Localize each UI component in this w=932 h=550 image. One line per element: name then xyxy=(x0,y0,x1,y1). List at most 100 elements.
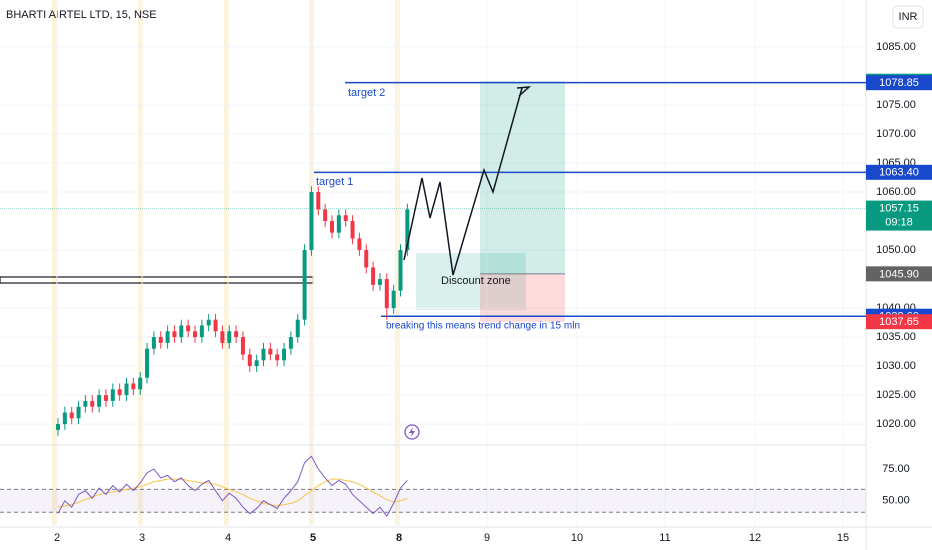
y-tick-label: 1025.00 xyxy=(876,389,916,401)
annotation: target 2 xyxy=(348,87,385,99)
candle-body xyxy=(316,192,321,210)
candle-body xyxy=(165,331,170,343)
candle-body xyxy=(151,337,156,349)
candle-body xyxy=(268,348,273,355)
candle-body xyxy=(405,209,410,251)
x-tick-label: 10 xyxy=(571,532,583,544)
price-tag-label: 1057.15 xyxy=(879,202,919,214)
candle-body xyxy=(330,221,334,233)
rsi-tick-label: 50.00 xyxy=(882,495,910,507)
candle-body xyxy=(384,279,389,309)
symbol-title: BHARTI AIRTEL LTD, 15, NSE xyxy=(6,9,157,21)
candle-body xyxy=(364,250,369,268)
candle-body xyxy=(309,192,314,251)
rsi-line xyxy=(57,455,408,518)
price-tag-label: 1078.85 xyxy=(879,77,919,89)
candle-body xyxy=(357,238,362,251)
price-tag-label: 1063.40 xyxy=(879,167,919,179)
candle-body xyxy=(97,395,102,407)
chart-layer xyxy=(0,46,866,518)
candle-body xyxy=(275,354,280,361)
price-tag xyxy=(866,164,932,180)
candle-body xyxy=(247,354,252,367)
y-tick-label: 1060.00 xyxy=(876,186,916,198)
price-tag xyxy=(866,75,932,91)
candle-body xyxy=(145,348,150,378)
candle-body xyxy=(288,337,293,349)
projection-path xyxy=(403,87,523,276)
candle-body xyxy=(227,331,232,343)
price-tag xyxy=(866,200,932,231)
price-tag-label: 1037.65 xyxy=(879,316,919,328)
candle-body xyxy=(124,383,129,396)
candle-body xyxy=(103,395,108,401)
candle-body xyxy=(131,383,136,390)
candle-body xyxy=(282,348,287,361)
candle-body xyxy=(206,319,211,326)
x-tick-label: 12 xyxy=(749,532,761,544)
candle-body xyxy=(240,337,245,355)
candle-body xyxy=(371,267,376,285)
candle-body xyxy=(261,348,266,361)
candle-body xyxy=(336,215,341,233)
y-tick-label: 1070.00 xyxy=(876,128,916,140)
y-tick-label: 1085.00 xyxy=(876,41,916,53)
currency[interactable]: INR xyxy=(899,11,918,23)
candle-body xyxy=(254,360,259,367)
candle-body xyxy=(90,400,95,407)
y-tick-label: 1020.00 xyxy=(876,418,916,430)
arrow-head xyxy=(516,86,532,97)
candle-body xyxy=(391,290,396,309)
x-tick-label: 3 xyxy=(139,532,145,544)
profit-zone xyxy=(480,81,565,274)
candle-body xyxy=(193,331,197,338)
y-tick-label: 1050.00 xyxy=(876,244,916,256)
x-tick-label: 2 xyxy=(54,532,60,544)
candle-body xyxy=(295,319,300,338)
candle-body xyxy=(234,331,239,338)
x-tick-label: 5 xyxy=(310,532,316,544)
candle-body xyxy=(199,325,204,338)
candle-body xyxy=(138,377,143,390)
candle-body xyxy=(186,325,191,332)
y-tick-label: 1075.00 xyxy=(876,99,916,111)
x-tick-label: 4 xyxy=(225,532,231,544)
candle-body xyxy=(117,389,122,396)
session-break xyxy=(224,0,229,525)
candle-body xyxy=(213,319,218,332)
price-tag xyxy=(866,314,932,330)
rsi-tick-label: 75.00 xyxy=(882,463,910,475)
candle-body xyxy=(62,412,67,425)
annotation: breaking this means trend change in 15 m… xyxy=(386,321,580,332)
price-tag-label: 1045.90 xyxy=(879,268,919,280)
session-break xyxy=(309,0,314,525)
rsi-band xyxy=(0,489,866,513)
candle-body xyxy=(69,412,74,419)
candle-body xyxy=(398,250,403,291)
candle-body xyxy=(350,221,355,239)
price-tag xyxy=(866,266,932,282)
candle-body xyxy=(377,279,382,285)
session-breaks xyxy=(52,0,400,525)
y-tick-label: 1035.00 xyxy=(876,331,916,343)
session-break xyxy=(138,0,143,525)
event-bolt xyxy=(409,427,415,437)
annotation: Discount zone xyxy=(441,275,511,287)
currency-button[interactable] xyxy=(892,5,924,29)
candle-body xyxy=(56,424,60,430)
candle-body xyxy=(76,406,81,419)
candle-body xyxy=(220,331,225,343)
session-break xyxy=(52,0,57,525)
candle-body xyxy=(323,209,328,222)
candle-body xyxy=(302,250,307,320)
x-tick-label: 11 xyxy=(659,532,670,544)
candle-body xyxy=(172,331,177,338)
candle-body xyxy=(343,215,348,222)
x-tick-label: 9 xyxy=(484,532,490,544)
countdown: 09:18 xyxy=(885,216,913,228)
session-break xyxy=(395,0,400,525)
discount-zone xyxy=(416,253,526,310)
